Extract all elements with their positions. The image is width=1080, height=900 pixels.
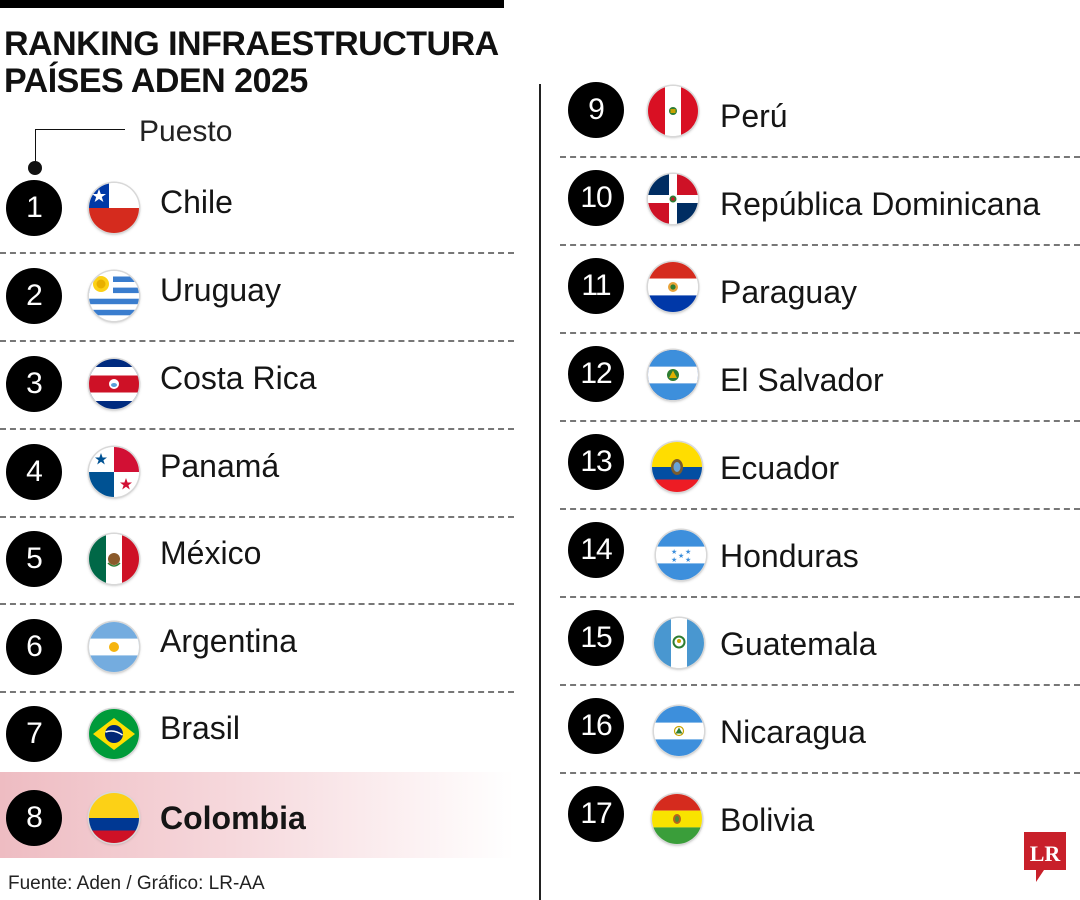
logo-text: LR [1030,841,1062,866]
uruguay-flag-icon [89,271,139,321]
ranking-row: 6 Argentina [0,605,514,693]
legend-label: Puesto [139,115,233,148]
country-name: República Dominicana [720,186,1041,222]
row-divider [0,603,514,605]
ranking-row: 11 Paraguay [560,246,1080,334]
ranking-row: 13 Ecuador [560,422,1080,510]
row-divider [560,332,1080,334]
rank-badge: 11 [568,258,624,314]
rank-badge: 16 [568,698,624,754]
rank-badge: 9 [568,82,624,138]
peru-flag-icon [648,86,698,136]
row-divider [0,428,514,430]
ranking-row: 3 Costa Rica [0,342,514,430]
row-divider [0,340,514,342]
svg-text:★: ★ [685,556,691,564]
honduras-flag-icon: ★ ★ ★ ★ ★ [656,530,706,580]
nicaragua-flag-icon [654,706,704,756]
country-name: Honduras [720,538,859,574]
country-name: Panamá [160,448,280,484]
ranking-row: 7 Brasil [0,692,514,780]
row-divider [560,156,1080,158]
rank-badge: 4 [6,444,62,500]
svg-text:★: ★ [671,548,677,556]
country-name: Brasil [160,710,241,746]
country-name: México [160,535,262,571]
rank-badge: 6 [6,619,62,675]
row-divider [560,596,1080,598]
ecuador-flag-icon [652,442,702,492]
ranking-row: 1 Chile [0,166,514,254]
panama-flag-icon [89,447,139,497]
country-name: Nicaragua [720,714,866,750]
brazil-flag-icon [89,709,139,759]
argentina-flag-icon [89,622,139,672]
source-caption: Fuente: Aden / Gráfico: LR-AA [8,873,265,894]
rank-badge: 14 [568,522,624,578]
rank-badge: 13 [568,434,624,490]
top-rule [0,0,504,8]
lr-logo-icon: LR [1022,830,1068,882]
country-name: Perú [720,98,788,134]
ranking-row: 14 ★ ★ ★ ★ ★ Honduras [560,510,1080,598]
bolivia-flag-icon [652,794,702,844]
ranking-row: 15 Guatemala [560,598,1080,686]
page-title: RANKING INFRAESTRUCTURA PAÍSES ADEN 2025 [4,26,499,100]
row-divider [0,516,514,518]
rank-badge: 1 [6,180,62,236]
svg-text:★: ★ [671,556,677,564]
dominican-republic-flag-icon [648,174,698,224]
rank-badge: 17 [568,786,624,842]
row-divider [560,772,1080,774]
rank-badge: 2 [6,268,62,324]
row-divider [560,508,1080,510]
country-name: Costa Rica [160,360,317,396]
mexico-flag-icon [89,534,139,584]
colombia-flag-icon [89,793,139,843]
ranking-row-highlighted: 8 Colombia [0,772,514,858]
ranking-row: 12 El Salvador [560,334,1080,422]
title-line-2: PAÍSES ADEN 2025 [4,62,308,100]
ranking-row: 16 Nicaragua [560,686,1080,774]
country-name: Colombia [160,800,306,836]
rank-badge: 3 [6,356,62,412]
rank-badge: 15 [568,610,624,666]
country-name: Chile [160,184,233,220]
column-divider [539,84,541,900]
legend-dot [28,161,42,175]
row-divider [560,244,1080,246]
costa-rica-flag-icon [89,359,139,409]
rank-badge: 8 [6,790,62,846]
rank-badge: 5 [6,531,62,587]
row-divider [560,684,1080,686]
chile-flag-icon [89,183,139,233]
svg-text:★: ★ [685,548,691,556]
country-name: Bolivia [720,802,815,838]
paraguay-flag-icon [648,262,698,312]
ranking-row: 9 Perú [560,70,1080,158]
country-name: El Salvador [720,362,884,398]
country-name: Paraguay [720,274,857,310]
ranking-row: 17 Bolivia [560,774,1080,862]
ranking-row: 10 República Dominicana [560,158,1080,246]
row-divider [0,691,514,693]
row-divider [560,420,1080,422]
ranking-row: 4 Panamá [0,430,514,518]
country-name: Ecuador [720,450,840,486]
country-name: Guatemala [720,626,877,662]
title-line-1: RANKING INFRAESTRUCTURA [4,25,499,63]
country-name: Uruguay [160,272,281,308]
guatemala-flag-icon [654,618,704,668]
rank-badge: 10 [568,170,624,226]
legend-connector [35,129,125,165]
rank-badge: 12 [568,346,624,402]
country-name: Argentina [160,623,297,659]
row-divider [0,252,514,254]
rank-badge: 7 [6,706,62,762]
ranking-row: 2 Uruguay [0,254,514,342]
ranking-row: 5 México [0,517,514,605]
svg-text:★: ★ [678,552,684,560]
el-salvador-flag-icon [648,350,698,400]
